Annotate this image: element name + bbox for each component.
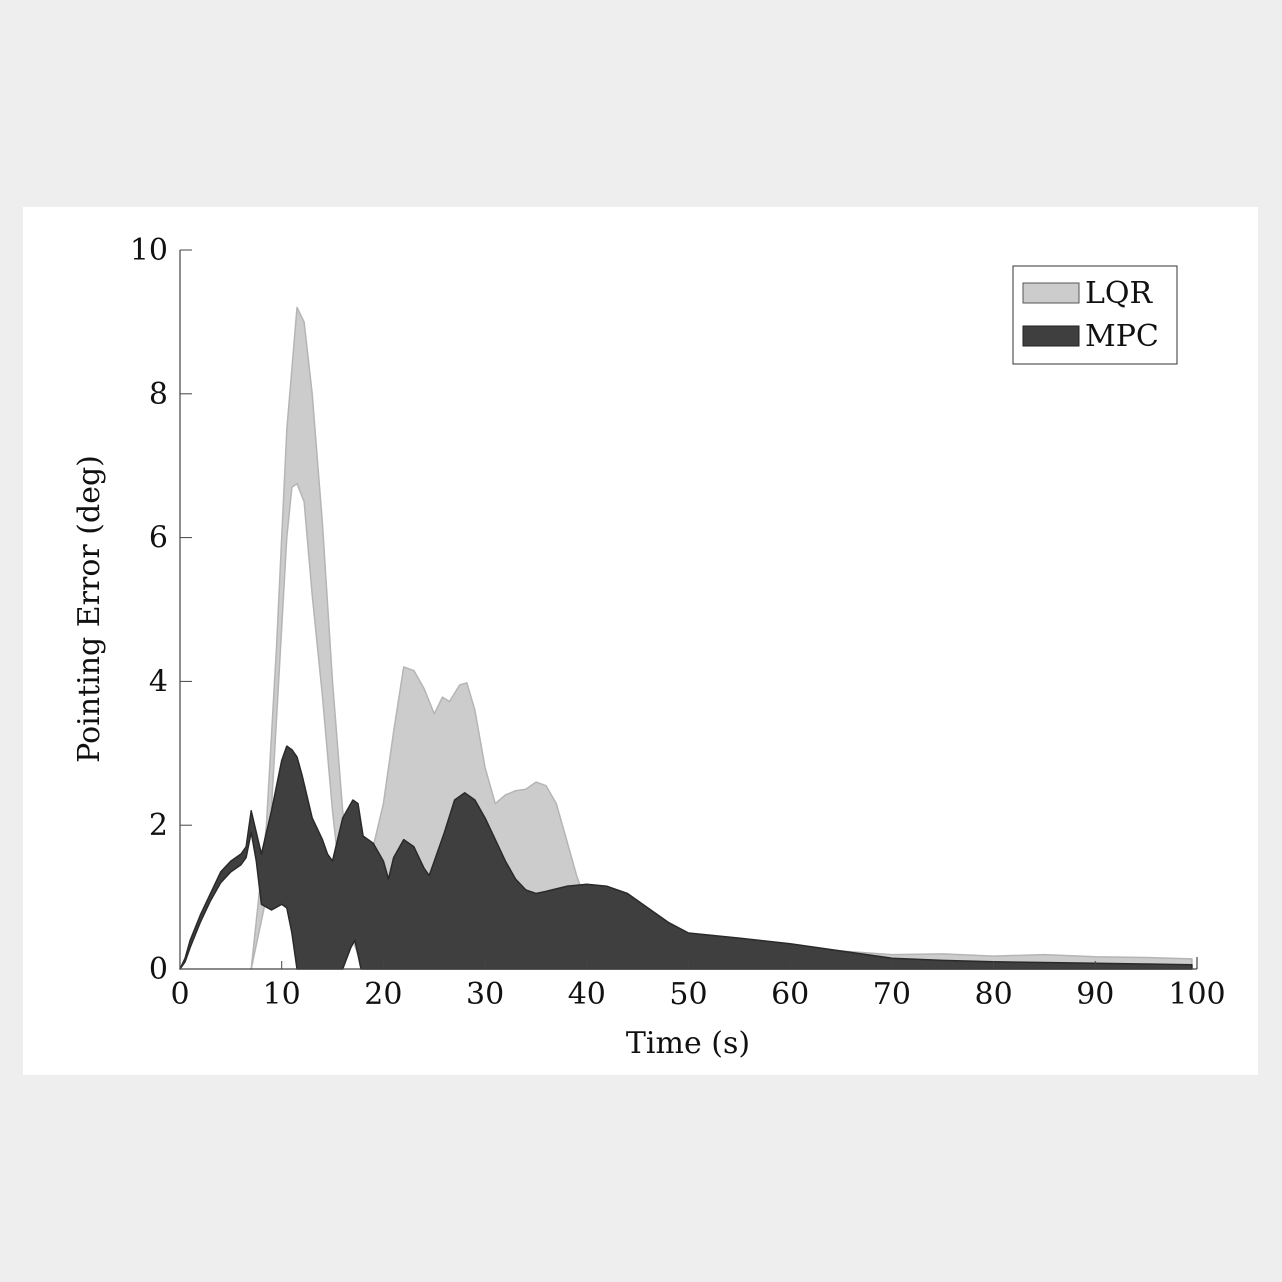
- x-tick-label: 10: [263, 977, 301, 1012]
- x-tick-label: 50: [669, 977, 707, 1012]
- area-band-mpc: [179, 745, 1193, 970]
- legend-swatch-mpc: [1022, 325, 1080, 347]
- x-ticks: 0 10 20 30 40 50 60 70 80 90 100: [170, 961, 1226, 1012]
- legend-label-lqr: LQR: [1085, 276, 1154, 311]
- legend-box: [1012, 265, 1178, 365]
- x-tick-label: 40: [568, 977, 606, 1012]
- x-tick-label: 70: [873, 977, 911, 1012]
- x-tick-label: 90: [1076, 977, 1114, 1012]
- y-tick-label: 10: [130, 233, 168, 268]
- y-tick-label: 8: [149, 377, 168, 412]
- y-tick-label: 0: [149, 952, 168, 987]
- x-tick-label: 30: [466, 977, 504, 1012]
- chart-panel: 0 10 20 30 40 50 60 70 80 90 100 0 2 4 6 8 10 Time (s) …: [23, 207, 1258, 1075]
- legend-label-mpc: MPC: [1085, 319, 1159, 354]
- x-tick-label: 0: [170, 977, 189, 1012]
- area-layer: [179, 306, 1193, 970]
- legend-swatch-lqr: [1022, 282, 1080, 304]
- y-tick-label: 4: [149, 664, 168, 699]
- y-ticks: 0 2 4 6 8 10: [130, 233, 192, 987]
- y-tick-label: 2: [149, 808, 168, 843]
- y-axis-title: Pointing Error (deg): [72, 455, 107, 763]
- x-axis-title: Time (s): [626, 1026, 750, 1061]
- x-tick-label: 20: [364, 977, 402, 1012]
- y-tick-label: 6: [149, 521, 168, 556]
- x-tick-label: 60: [771, 977, 809, 1012]
- legend: LQR MPC: [1012, 265, 1178, 365]
- x-tick-label: 80: [975, 977, 1013, 1012]
- x-tick-label: 100: [1168, 977, 1225, 1012]
